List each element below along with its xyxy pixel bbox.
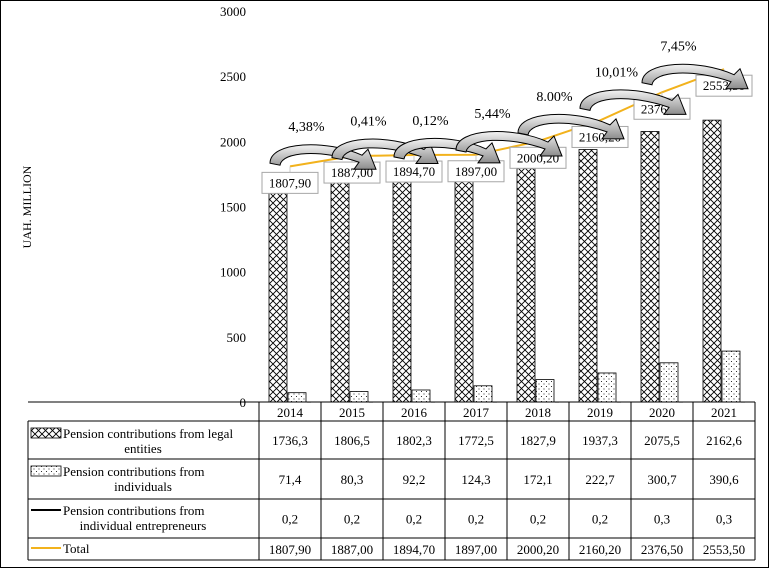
x-tick-label: 2017 — [463, 405, 490, 420]
data-table: 2014 2015 2016 2017 2018 2019 2020 2021 Pension … — [27, 401, 756, 561]
x-tick-label: 2019 — [587, 405, 613, 420]
growth-arrow — [393, 137, 501, 164]
bar-individuals — [535, 379, 555, 403]
legend-label: Pension contributions from individual ent… — [63, 503, 206, 533]
table-cell: 0,2 — [282, 512, 298, 527]
table-cell: 1807,90 — [269, 542, 311, 557]
table-cell: 71,4 — [279, 472, 302, 487]
table-cell: 1736,3 — [272, 433, 308, 448]
table-cell: 2160,20 — [579, 542, 621, 557]
legend-label: Total — [63, 541, 90, 556]
x-tick-label: 2020 — [649, 405, 675, 420]
total-data-label: 1897,00 — [455, 164, 497, 179]
y-tick-label: 1000 — [220, 265, 246, 280]
x-tick-label: 2015 — [339, 405, 365, 420]
bar-legal-entities — [578, 149, 598, 403]
table-cell: 2075,5 — [644, 433, 680, 448]
bar-individuals — [473, 385, 493, 403]
table-cell: 1802,3 — [396, 433, 432, 448]
table-cell: 124,3 — [461, 472, 490, 487]
bar-legal-entities — [392, 166, 412, 403]
bar-legal-entities — [330, 166, 350, 403]
total-value-box — [447, 160, 505, 183]
growth-label: 7,45% — [660, 40, 697, 55]
growth-arrow — [455, 131, 563, 157]
bar-legal-entities — [516, 163, 536, 403]
y-tick-label: 2000 — [220, 134, 246, 149]
table-cell: 0,3 — [654, 512, 670, 527]
table-cell: 1772,5 — [458, 433, 494, 448]
table-cell: 2376,50 — [641, 542, 683, 557]
growth-label: 10,01% — [595, 65, 639, 80]
table-cell: 2162,6 — [706, 433, 742, 448]
bar-individuals — [287, 392, 307, 403]
table-cell: 1887,00 — [331, 542, 373, 557]
table-cell: 2000,20 — [517, 542, 559, 557]
table-cell: 222,7 — [585, 472, 615, 487]
table-cell: 80,3 — [341, 472, 364, 487]
growth-arrow — [579, 89, 687, 115]
total-value-box — [385, 160, 443, 183]
table-cell: 1897,00 — [455, 542, 497, 557]
table-cell: 390,6 — [709, 472, 739, 487]
legend-label: Pension contributions from legal entities — [63, 426, 233, 456]
table-cell: 1827,9 — [520, 433, 556, 448]
table-cell: 0,2 — [530, 512, 546, 527]
table-cell: 300,7 — [647, 472, 677, 487]
table-cell: 92,2 — [403, 472, 426, 487]
table-cell: 0,2 — [344, 512, 360, 527]
y-tick-label: 1500 — [220, 200, 246, 215]
growth-label: 8.00% — [536, 90, 573, 105]
y-axis: 050010001500200025003000UAH. MILLION — [20, 4, 246, 410]
bar-legal-entities — [640, 131, 660, 403]
table-cell: 0,2 — [406, 512, 422, 527]
growth-label: 4,38% — [288, 120, 325, 135]
bars — [268, 119, 745, 403]
legend-key-legal — [30, 427, 62, 439]
table-cell: 0,3 — [716, 512, 732, 527]
legend-label: Pension contributions from individuals — [63, 464, 205, 494]
x-tick-label: 2016 — [401, 405, 428, 420]
x-tick-label: 2018 — [525, 405, 551, 420]
table-cell: 0,2 — [592, 512, 608, 527]
bar-legal-entities — [454, 170, 474, 403]
table-cell: 0,2 — [468, 512, 484, 527]
bar-individuals — [721, 350, 741, 403]
y-tick-label: 2500 — [220, 69, 246, 84]
table-cell: 1937,3 — [582, 433, 618, 448]
growth-label: 5,44% — [474, 107, 511, 122]
table-cell: 1894,70 — [393, 542, 435, 557]
bar-individuals — [597, 372, 617, 403]
growth-label: 0,41% — [350, 115, 387, 130]
growth-arrows: 4,38% 0,41% 0,12% 5,44% 8.00% 10,01% 7,45% — [269, 40, 749, 170]
bar-individuals — [349, 391, 369, 403]
total-data-label: 1894,70 — [393, 164, 435, 179]
x-tick-label: 2014 — [277, 405, 304, 420]
y-tick-label: 500 — [227, 330, 247, 345]
bar-legal-entities — [702, 119, 722, 403]
table-cell: 2553,50 — [703, 542, 745, 557]
growth-arrow — [641, 63, 749, 90]
total-data-label: 1807,90 — [269, 175, 311, 190]
legend-key-individuals — [30, 465, 62, 477]
y-axis-label: UAH. MILLION — [20, 165, 34, 248]
growth-arrow — [517, 113, 625, 140]
growth-label: 0,12% — [412, 114, 449, 129]
bar-legal-entities — [268, 175, 288, 403]
bar-individuals — [659, 362, 679, 403]
table-cell: 172,1 — [523, 472, 552, 487]
table-cell: 1806,5 — [334, 433, 370, 448]
total-value-box — [261, 171, 319, 194]
y-tick-label: 3000 — [220, 4, 246, 19]
x-tick-label: 2021 — [711, 405, 737, 420]
bar-individuals — [411, 389, 431, 403]
